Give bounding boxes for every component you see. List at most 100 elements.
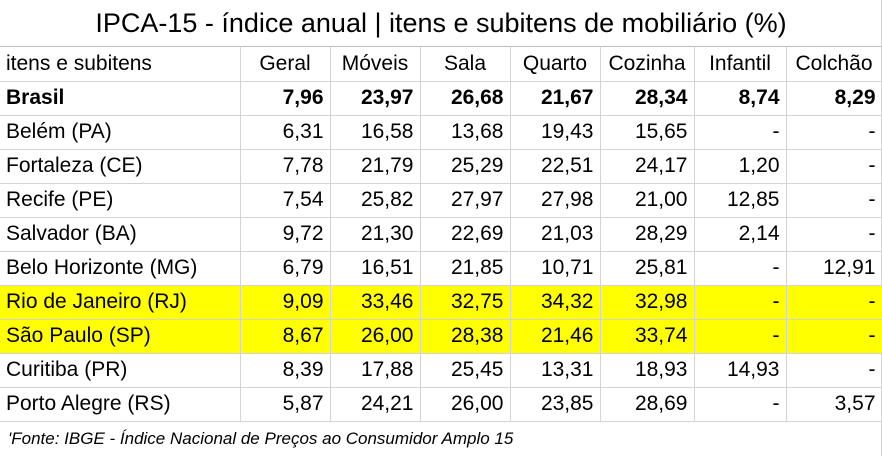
value-cell[interactable]: - [786,285,882,320]
value-cell[interactable]: 9,72 [240,217,331,252]
value-cell[interactable]: 18,93 [600,353,695,388]
value-cell[interactable]: 5,87 [240,387,331,422]
value-cell[interactable]: - [694,285,787,320]
value-cell[interactable]: 23,97 [330,81,421,116]
value-cell[interactable]: 32,75 [420,285,511,320]
value-cell[interactable]: 3,57 [786,387,882,422]
value-cell[interactable]: 26,00 [420,387,511,422]
value-cell[interactable]: 7,96 [240,81,331,116]
value-cell[interactable]: 33,74 [600,319,695,354]
value-cell[interactable]: 21,03 [510,217,601,252]
value-cell[interactable]: 21,00 [600,183,695,218]
value-cell[interactable]: 22,69 [420,217,511,252]
value-cell[interactable]: 8,67 [240,319,331,354]
source-note[interactable]: 'Fonte: IBGE - Índice Nacional de Preços… [8,428,514,448]
value-cell[interactable]: 8,74 [694,81,787,116]
table-row: Belém (PA) 6,31 16,58 13,68 19,43 15,65- - [0,115,882,150]
value-cell[interactable]: 14,93 [694,353,787,388]
table-title[interactable]: IPCA-15 - índice anual | itens e subiten… [0,0,882,47]
table-row: Curitiba (PR) 8,39 17,88 25,45 13,31 18,93 14,… [0,353,882,388]
table-row: Salvador (BA) 9,72 21,30 22,69 21,03 28,29 2,1… [0,217,882,252]
row-label-cell[interactable]: Belo Horizonte (MG) [0,251,241,286]
value-cell[interactable]: 26,68 [420,81,511,116]
value-cell[interactable]: 9,09 [240,285,331,320]
header-cell-geral[interactable]: Geral [240,47,331,82]
value-cell[interactable]: 28,34 [600,81,695,116]
value-cell[interactable]: 26,00 [330,319,421,354]
value-cell[interactable]: 6,79 [240,251,331,286]
value-cell[interactable]: 24,17 [600,149,695,184]
header-cell-colchao[interactable]: Colchão [786,47,882,82]
row-label-cell[interactable]: Rio de Janeiro (RJ) [0,285,241,320]
value-cell[interactable]: 27,98 [510,183,601,218]
value-cell[interactable]: 21,79 [330,149,421,184]
value-cell[interactable]: - [694,319,787,354]
value-cell[interactable]: - [786,319,882,354]
row-label-cell[interactable]: Belém (PA) [0,115,241,150]
header-cell-cozinha[interactable]: Cozinha [600,47,695,82]
value-cell[interactable]: 13,68 [420,115,511,150]
table-row: Recife (PE) 7,54 25,82 27,97 27,98 21,00 12,85… [0,183,882,218]
value-cell[interactable]: - [694,115,787,150]
value-cell[interactable]: 32,98 [600,285,695,320]
value-cell[interactable]: - [786,149,882,184]
value-cell[interactable]: 25,45 [420,353,511,388]
row-label-cell[interactable]: São Paulo (SP) [0,319,241,354]
table-row: São Paulo (SP) 8,67 26,00 28,38 21,46 33,74- - [0,319,882,354]
row-label-cell[interactable]: Brasil [0,81,241,116]
table-row: Fortaleza (CE) 7,78 21,79 25,29 22,51 24,17 1,… [0,149,882,184]
value-cell[interactable]: 19,43 [510,115,601,150]
value-cell[interactable]: 21,85 [420,251,511,286]
row-label-cell[interactable]: Recife (PE) [0,183,241,218]
value-cell[interactable]: - [786,217,882,252]
value-cell[interactable]: 12,91 [786,251,882,286]
value-cell[interactable]: 23,85 [510,387,601,422]
value-cell[interactable]: 27,97 [420,183,511,218]
value-cell[interactable]: 24,21 [330,387,421,422]
table-row: Brasil 7,96 23,97 26,68 21,67 28,34 8,74 8,29 [0,81,882,116]
value-cell[interactable]: 7,54 [240,183,331,218]
value-cell[interactable]: 34,32 [510,285,601,320]
value-cell[interactable]: 21,30 [330,217,421,252]
value-cell[interactable]: 6,31 [240,115,331,150]
value-cell[interactable]: 22,51 [510,149,601,184]
value-cell[interactable]: 28,29 [600,217,695,252]
value-cell[interactable]: 2,14 [694,217,787,252]
value-cell[interactable]: 10,71 [510,251,601,286]
value-cell[interactable]: 28,38 [420,319,511,354]
row-label-cell[interactable]: Salvador (BA) [0,217,241,252]
value-cell[interactable]: 28,69 [600,387,695,422]
value-cell[interactable]: 21,46 [510,319,601,354]
row-label-cell[interactable]: Porto Alegre (RS) [0,387,241,422]
header-row: itens e subitens Geral Móveis Sala Quart… [0,47,882,82]
value-cell[interactable]: 25,82 [330,183,421,218]
header-cell-infantil[interactable]: Infantil [694,47,787,82]
value-cell[interactable]: 25,81 [600,251,695,286]
header-cell-quarto[interactable]: Quarto [510,47,601,82]
header-cell-moveis[interactable]: Móveis [330,47,421,82]
value-cell[interactable]: 8,29 [786,81,882,116]
value-cell[interactable]: 7,78 [240,149,331,184]
value-cell[interactable]: - [694,251,787,286]
table-body: itens e subitens Geral Móveis Sala Quart… [0,47,882,422]
row-label-cell[interactable]: Curitiba (PR) [0,353,241,388]
value-cell[interactable]: 1,20 [694,149,787,184]
value-cell[interactable]: - [786,353,882,388]
value-cell[interactable]: 15,65 [600,115,695,150]
value-cell[interactable]: 12,85 [694,183,787,218]
value-cell[interactable]: 33,46 [330,285,421,320]
row-label-cell[interactable]: Fortaleza (CE) [0,149,241,184]
value-cell[interactable]: - [786,183,882,218]
value-cell[interactable]: 17,88 [330,353,421,388]
value-cell[interactable]: 21,67 [510,81,601,116]
value-cell[interactable]: - [694,387,787,422]
value-cell[interactable]: 16,58 [330,115,421,150]
value-cell[interactable]: 13,31 [510,353,601,388]
header-cell-items[interactable]: itens e subitens [0,47,241,82]
value-cell[interactable]: 25,29 [420,149,511,184]
value-cell[interactable]: 8,39 [240,353,331,388]
header-cell-sala[interactable]: Sala [420,47,511,82]
value-cell[interactable]: 16,51 [330,251,421,286]
value-cell[interactable]: - [786,115,882,150]
